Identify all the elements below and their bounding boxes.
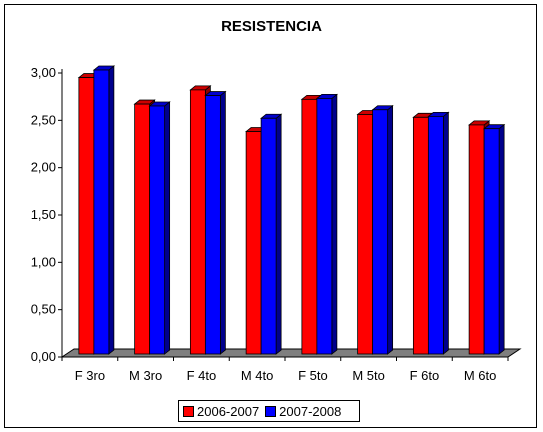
bar-2007-2008-F 5to — [315, 93, 339, 355]
bar-layer — [77, 65, 506, 355]
bar-2007-2008-F 6to — [427, 111, 450, 355]
legend-item-series-1: 2006-2007 — [183, 404, 259, 419]
y-tick-label: 1,00 — [31, 254, 56, 269]
legend-label-series-1: 2006-2007 — [197, 403, 260, 419]
x-tick-label: F 6to — [410, 368, 440, 383]
floor-layer — [60, 348, 522, 358]
x-tick-label: F 3ro — [75, 368, 105, 383]
bar-2007-2008-M 6to — [482, 123, 506, 355]
legend-item-series-2: 2007-2008 — [265, 404, 341, 419]
bar-2007-2008-M 5to — [371, 104, 394, 355]
y-tick-label: 3,00 — [31, 65, 56, 80]
y-tick-label: 1,50 — [31, 207, 56, 222]
legend: 2006-2007 2007-2008 — [178, 400, 360, 422]
x-tick-label: M 4to — [241, 368, 274, 383]
y-tick-label: 0,00 — [31, 349, 56, 364]
x-tick-label: F 5to — [298, 368, 328, 383]
chart-floor — [60, 348, 522, 358]
y-tick-label: 0,50 — [31, 302, 56, 317]
bar-2007-2008-M 3ro — [148, 101, 171, 355]
bar-2007-2008-F 3ro — [92, 65, 116, 355]
x-tick-label: M 5to — [352, 368, 385, 383]
x-tick-label: F 4to — [187, 368, 217, 383]
bar-2007-2008-M 4to — [259, 113, 283, 355]
x-tick-label: M 6to — [464, 368, 497, 383]
legend-swatch-series-2 — [265, 405, 277, 417]
label-layer: 0,00 0,50 1,00 1,50 2,00 2,50 3,00 F 3ro M 3ro F … — [31, 65, 497, 383]
legend-swatch-series-1 — [183, 405, 194, 417]
y-tick-label: 2,00 — [31, 160, 56, 175]
x-tick-label: M 3ro — [129, 368, 162, 383]
y-tick-label: 2,50 — [31, 112, 56, 127]
bar-2007-2008-F 4to — [204, 90, 227, 355]
axis-layer — [58, 69, 509, 361]
chart-title: RESISTENCIA — [221, 18, 322, 35]
legend-label-series-2: 2007-2008 — [279, 403, 342, 419]
